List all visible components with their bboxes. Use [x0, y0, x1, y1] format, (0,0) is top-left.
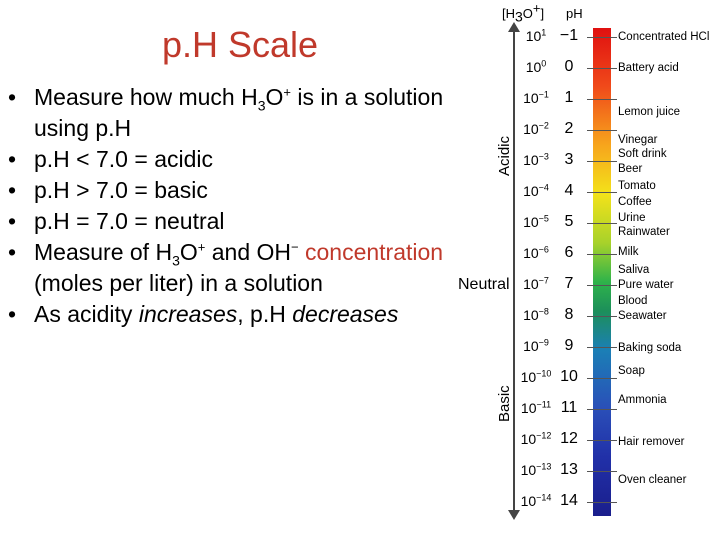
concentration-value: 101 [525, 27, 547, 44]
bullet-neutral: p.H = 7.0 = neutral [8, 206, 448, 237]
ph-value: 9 [564, 337, 574, 354]
ph-value: 8 [564, 306, 574, 323]
substance-label: Battery acid [618, 62, 679, 74]
substance-label: Concentrated HCl [618, 31, 710, 43]
substance-label: Soap [618, 365, 645, 377]
substance-label: Oven cleaner [618, 474, 687, 486]
ph-value: 2 [564, 120, 574, 137]
substance-label: Blood [618, 295, 648, 307]
concentration-value: 10−6 [523, 244, 549, 261]
scale-tick [587, 440, 617, 441]
concentration-value: 10−1 [523, 89, 549, 106]
concentration-value: 10−8 [523, 306, 549, 323]
ph-value: 3 [564, 151, 574, 168]
ph-value: 12 [560, 430, 578, 447]
bullet-acidity: As acidity increases, p.H decreases [8, 299, 448, 330]
bullet-list: Measure how much H3O+ is in a solution u… [8, 82, 448, 330]
ph-scale-diagram: [H3O+] pH Acidic Basic Neutral 101 −1 100 0… [450, 0, 720, 540]
ph-header: pH [566, 6, 583, 21]
scale-tick [587, 130, 617, 131]
ph-value: 11 [560, 399, 578, 416]
scale-tick [587, 254, 617, 255]
axis-line [513, 28, 515, 516]
neutral-label: Neutral [458, 276, 510, 293]
scale-tick [587, 471, 617, 472]
substance-label: Pure water [618, 279, 674, 291]
ph-value: −1 [559, 27, 579, 44]
substance-label: Vinegar [618, 134, 658, 146]
arrow-down-icon [508, 510, 520, 520]
concentration-value: 10−10 [520, 368, 552, 385]
concentration-value: 10−13 [520, 461, 552, 478]
concentration-value: 10−7 [523, 275, 549, 292]
scale-tick [587, 37, 617, 38]
substance-label: Lemon juice [618, 106, 681, 118]
basic-label: Basic [496, 385, 513, 422]
scale-tick [587, 161, 617, 162]
concentration-value: 100 [525, 58, 547, 75]
concentration-header: [H3O+] [502, 0, 545, 25]
scale-tick [587, 68, 617, 69]
scale-tick [587, 316, 617, 317]
substance-label: Milk [618, 246, 639, 258]
ph-value: 10 [560, 368, 578, 385]
ph-value: 4 [564, 182, 574, 199]
ph-value: 5 [564, 213, 574, 230]
concentration-value: 10−12 [520, 430, 552, 447]
concentration-value: 10−3 [523, 151, 549, 168]
ph-value: 0 [564, 58, 574, 75]
scale-tick [587, 99, 617, 100]
substance-label: Rainwater [618, 226, 670, 238]
ph-value: 7 [564, 275, 574, 292]
ph-color-bar [593, 28, 611, 516]
substance-label: Urine [618, 212, 646, 224]
substance-label: Baking soda [618, 342, 682, 354]
bullet-concentration: Measure of H3O+ and OH− concentration (m… [8, 237, 448, 299]
concentration-value: 10−5 [523, 213, 549, 230]
bullet-acidic: p.H < 7.0 = acidic [8, 144, 448, 175]
ph-value: 1 [564, 89, 574, 106]
scale-tick [587, 192, 617, 193]
ph-value: 14 [560, 492, 578, 509]
arrow-up-icon [508, 22, 520, 32]
substance-label: Tomato [618, 180, 656, 192]
concentration-word: concentration [304, 239, 444, 265]
scale-tick [587, 502, 617, 503]
bullet-measure-h3o: Measure how much H3O+ is in a solution u… [8, 82, 448, 144]
scale-tick [587, 347, 617, 348]
concentration-value: 10−4 [523, 182, 549, 199]
substance-label: Saliva [618, 264, 650, 276]
scale-tick [587, 409, 617, 410]
substance-label: Beer [618, 163, 643, 175]
concentration-value: 10−9 [523, 337, 549, 354]
scale-tick [587, 285, 617, 286]
substance-label: Coffee [618, 196, 652, 208]
bullet-basic: p.H > 7.0 = basic [8, 175, 448, 206]
substance-label: Seawater [618, 310, 667, 322]
concentration-value: 10−14 [520, 492, 552, 509]
concentration-value: 10−2 [523, 120, 549, 137]
scale-tick [587, 378, 617, 379]
substance-label: Soft drink [618, 148, 667, 160]
scale-tick [587, 223, 617, 224]
concentration-value: 10−11 [520, 399, 552, 416]
substance-label: Ammonia [618, 394, 667, 406]
slide-title: p.H Scale [161, 24, 319, 65]
ph-value: 13 [560, 461, 578, 478]
acidic-label: Acidic [496, 135, 513, 176]
substance-label: Hair remover [618, 436, 685, 448]
ph-value: 6 [564, 244, 574, 261]
